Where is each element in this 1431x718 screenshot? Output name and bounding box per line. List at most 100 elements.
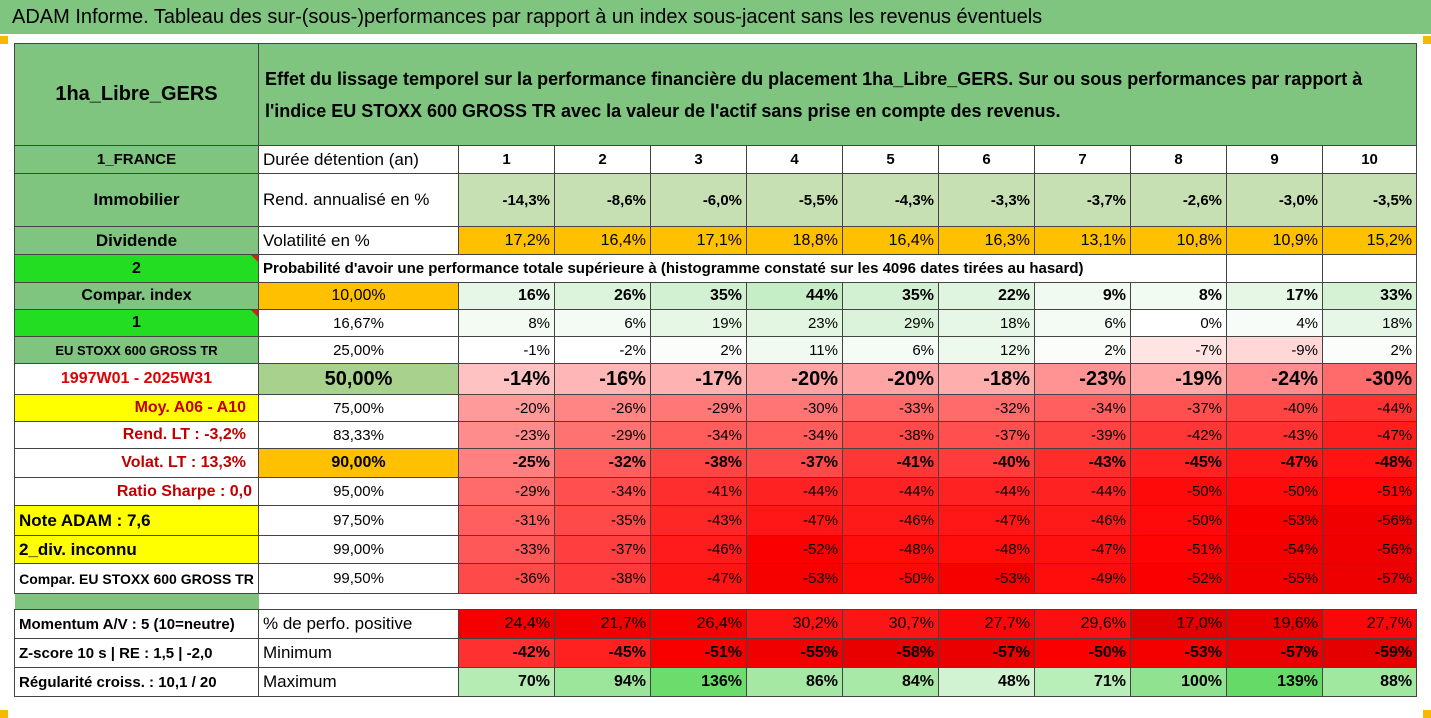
stat-cell: 88% bbox=[1321, 667, 1418, 697]
probability-cell: -37% bbox=[938, 421, 1035, 449]
probability-cell: -37% bbox=[554, 535, 651, 564]
probability-cell: 35% bbox=[650, 282, 747, 310]
probability-cell: 9% bbox=[1034, 282, 1131, 310]
stat-cell: 100% bbox=[1130, 667, 1227, 697]
probability-cell: -41% bbox=[842, 448, 939, 478]
return-cell: -5,5% bbox=[746, 173, 843, 227]
probability-cell: -46% bbox=[842, 505, 939, 536]
probability-cell: -50% bbox=[1226, 477, 1323, 506]
row-label: Volatilité en % bbox=[258, 226, 459, 255]
return-cell: -8,6% bbox=[554, 173, 651, 227]
stat-cell: 30,7% bbox=[842, 609, 939, 639]
probability-cell: 22% bbox=[938, 282, 1035, 310]
row-left-label: 2_div. inconnu bbox=[14, 535, 259, 564]
probability-cell: -43% bbox=[1034, 448, 1131, 478]
probability-cell: -51% bbox=[1321, 477, 1418, 506]
table-row: Compar. EU STOXX 600 GROSS TR 99,50% -36… bbox=[14, 563, 1418, 594]
probability-cell: -39% bbox=[1034, 421, 1131, 449]
probability-cell: -47% bbox=[1034, 535, 1131, 564]
probability-cell: -51% bbox=[1130, 535, 1227, 564]
probability-cell: 8% bbox=[458, 309, 555, 337]
return-cell: -3,3% bbox=[938, 173, 1035, 227]
table-row: Z-score 10 s | RE : 1,5 | -2,0 Minimum -… bbox=[14, 638, 1418, 668]
stat-cell: 136% bbox=[650, 667, 747, 697]
probability-cell: 35% bbox=[842, 282, 939, 310]
table-row: Régularité croiss. : 10,1 / 20 Maximum 7… bbox=[14, 667, 1418, 697]
stat-cell: -55% bbox=[746, 638, 843, 668]
probability-cell: -30% bbox=[746, 394, 843, 422]
probability-cell: -52% bbox=[746, 535, 843, 564]
corner-mark bbox=[1423, 36, 1431, 44]
probability-cell: -47% bbox=[746, 505, 843, 536]
probability-cell: 2% bbox=[1321, 336, 1418, 364]
probability-cell: -40% bbox=[938, 448, 1035, 478]
probability-cell: -52% bbox=[1130, 563, 1227, 594]
probability-cell: 18% bbox=[1321, 309, 1418, 337]
percentile-cell: 50,00% bbox=[258, 363, 459, 395]
probability-cell: -56% bbox=[1321, 535, 1418, 564]
volatility-cell: 18,8% bbox=[746, 226, 843, 255]
probability-cell: -53% bbox=[938, 563, 1035, 594]
percentile-cell: 99,00% bbox=[258, 535, 459, 564]
stat-cell: 30,2% bbox=[746, 609, 843, 639]
probability-cell: -45% bbox=[1130, 448, 1227, 478]
volatility-cell: 16,3% bbox=[938, 226, 1035, 255]
volatility-cell: 16,4% bbox=[554, 226, 651, 255]
probability-cell: -50% bbox=[1130, 505, 1227, 536]
percentile-cell: 95,00% bbox=[258, 477, 459, 506]
probability-cell: -41% bbox=[650, 477, 747, 506]
table-row: Momentum A/V : 5 (10=neutre) % de perfo.… bbox=[14, 609, 1418, 639]
probability-cell: -37% bbox=[1130, 394, 1227, 422]
probability-cell: -44% bbox=[1321, 394, 1418, 422]
probability-cell: -47% bbox=[650, 563, 747, 594]
return-cell: -3,0% bbox=[1226, 173, 1323, 227]
probability-cell: -44% bbox=[1034, 477, 1131, 506]
return-cell: -6,0% bbox=[650, 173, 747, 227]
row-left-label: 1997W01 - 2025W31 bbox=[14, 363, 259, 395]
fund-name: 1ha_Libre_GERS bbox=[14, 43, 259, 146]
probability-cell: -44% bbox=[938, 477, 1035, 506]
year-header: 3 bbox=[650, 145, 747, 174]
stat-cell: 19,6% bbox=[1226, 609, 1323, 639]
probability-cell: 12% bbox=[938, 336, 1035, 364]
probability-cell: -23% bbox=[458, 421, 555, 449]
probability-cell: -9% bbox=[1226, 336, 1323, 364]
probability-cell: -50% bbox=[1130, 477, 1227, 506]
probability-cell: -48% bbox=[842, 535, 939, 564]
probability-cell: -20% bbox=[842, 363, 939, 395]
probability-cell: -25% bbox=[458, 448, 555, 478]
probability-cell: -34% bbox=[1034, 394, 1131, 422]
percentile-cell: 97,50% bbox=[258, 505, 459, 536]
row-left-label: Rend. LT : -3,2% bbox=[14, 421, 259, 449]
probability-cell: 33% bbox=[1321, 282, 1418, 310]
stat-cell: -53% bbox=[1130, 638, 1227, 668]
volatility-cell: 17,2% bbox=[458, 226, 555, 255]
probability-cell: -20% bbox=[458, 394, 555, 422]
probability-cell: -17% bbox=[650, 363, 747, 395]
stat-cell: -51% bbox=[650, 638, 747, 668]
probability-cell: 23% bbox=[746, 309, 843, 337]
stat-cell: 71% bbox=[1034, 667, 1131, 697]
stat-cell: -45% bbox=[554, 638, 651, 668]
probability-cell: 2% bbox=[650, 336, 747, 364]
row-label: Rend. annualisé en % bbox=[258, 173, 459, 227]
corner-mark bbox=[1423, 710, 1431, 718]
table-row: Note ADAM : 7,6 97,50% -31% -35% -43% -4… bbox=[14, 505, 1418, 536]
percentile-cell: 10,00% bbox=[258, 282, 459, 310]
probability-cell: -47% bbox=[938, 505, 1035, 536]
row-left-label: Régularité croiss. : 10,1 / 20 bbox=[14, 667, 259, 697]
row-left-label: Ratio Sharpe : 0,0 bbox=[14, 477, 259, 506]
probability-cell: 44% bbox=[746, 282, 843, 310]
table-row: 1997W01 - 2025W31 50,00% -14% -16% -17% … bbox=[14, 363, 1418, 395]
stat-cell: 17,0% bbox=[1130, 609, 1227, 639]
probability-cell: -31% bbox=[458, 505, 555, 536]
year-header: 2 bbox=[554, 145, 651, 174]
volatility-cell: 16,4% bbox=[842, 226, 939, 255]
probability-cell: -57% bbox=[1321, 563, 1418, 594]
volatility-cell: 10,8% bbox=[1130, 226, 1227, 255]
stat-cell: 48% bbox=[938, 667, 1035, 697]
probability-cell: -38% bbox=[650, 448, 747, 478]
stat-cell: 24,4% bbox=[458, 609, 555, 639]
return-cell: -3,5% bbox=[1321, 173, 1418, 227]
table-row: Dividende Volatilité en % 17,2% 16,4% 17… bbox=[14, 226, 1418, 255]
